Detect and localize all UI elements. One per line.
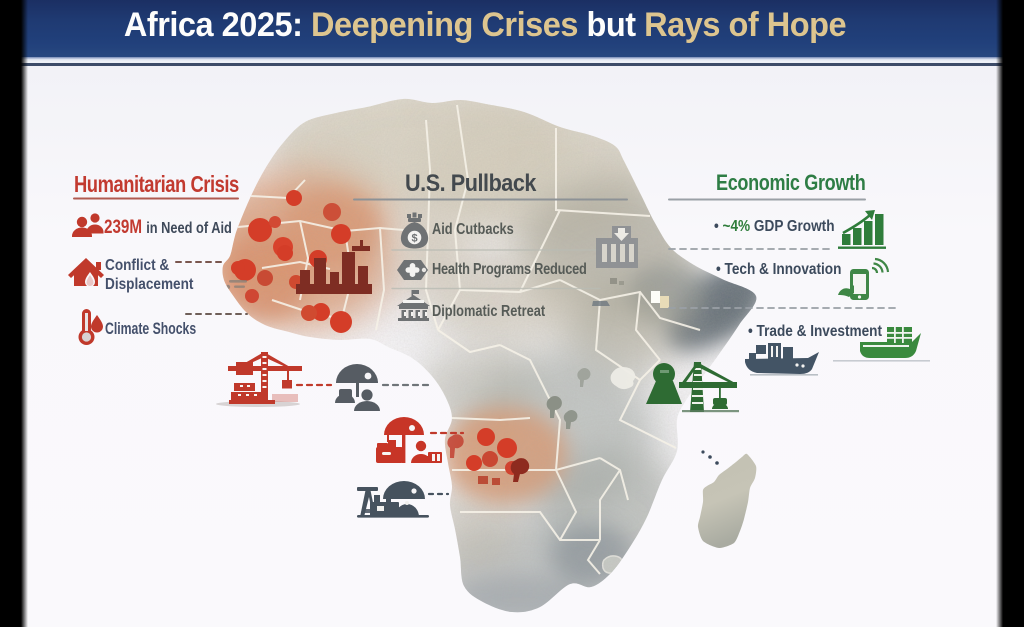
svg-text:$: $ (411, 233, 417, 245)
